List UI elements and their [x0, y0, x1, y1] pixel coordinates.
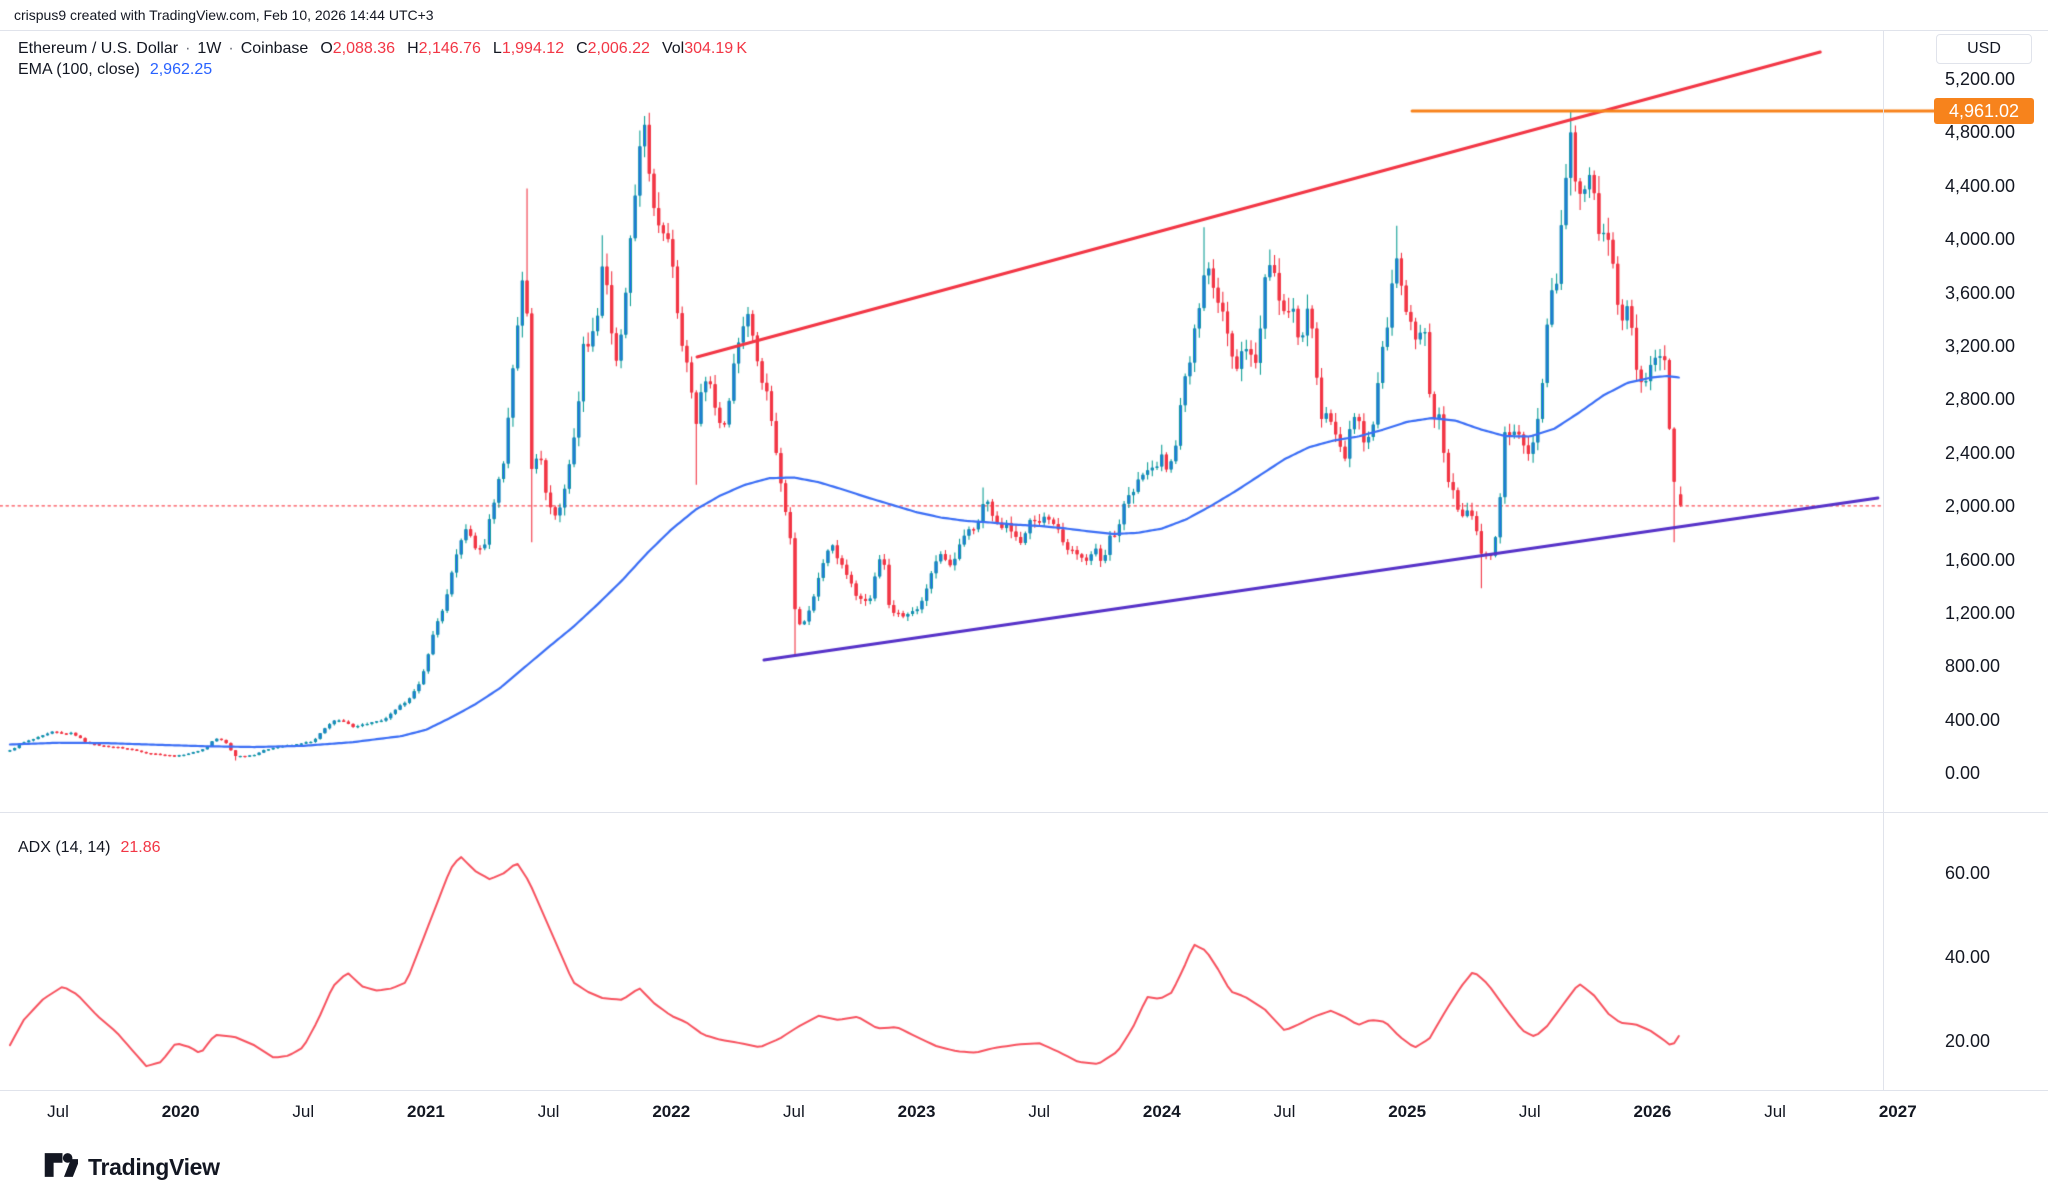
time-axis-month-label: Jul — [537, 1102, 560, 1121]
price-axis-tick: 4,400.00 — [1945, 175, 2016, 196]
interval-label[interactable]: 1W — [197, 39, 222, 57]
price-axis-tick: 4,800.00 — [1945, 122, 2016, 143]
time-axis-month-label: Jul — [47, 1102, 69, 1121]
pane-divider[interactable] — [0, 811, 2048, 814]
price-axis-tick: 2,800.00 — [1945, 389, 2016, 410]
time-axis-month-label: Jul — [1028, 1102, 1051, 1121]
time-axis-month-label: Jul — [783, 1102, 805, 1121]
adx-value: 21.86 — [120, 839, 161, 856]
time-axis-month-label: Jul — [1764, 1102, 1786, 1121]
adx-legend-row: ADX (14, 14) 21.86 — [18, 838, 161, 858]
time-axis-year-label: 2022 — [652, 1102, 691, 1121]
time-axis-divider — [0, 1090, 2048, 1091]
time-axis-year-label: 2024 — [1142, 1102, 1181, 1121]
ema-legend-row: EMA (100, close) 2,962.25 — [18, 59, 747, 80]
price-axis-tick: 3,600.00 — [1945, 282, 2016, 303]
price-axis-tick: 0.00 — [1945, 763, 1981, 784]
price-axis-tick: 4,000.00 — [1945, 229, 2016, 250]
ray-price-label: 4,961.02 — [1934, 98, 2034, 124]
time-axis-year-label: 2026 — [1633, 1102, 1672, 1121]
chart-legend: Ethereum / U.S. Dollar · 1W · Coinbase O… — [18, 38, 747, 80]
time-axis-year-label: 2025 — [1388, 1102, 1427, 1121]
header-divider — [0, 30, 2048, 31]
price-axis-tick: 2,400.00 — [1945, 442, 2016, 463]
time-axis-month-label: Jul — [1273, 1102, 1296, 1121]
time-axis-year-label: 2021 — [407, 1102, 445, 1121]
exchange-label[interactable]: Coinbase — [240, 39, 309, 57]
price-axis-tick: 2,000.00 — [1945, 496, 2016, 517]
legend-separator: · — [185, 39, 191, 57]
adx-indicator-label[interactable]: ADX (14, 14) — [18, 839, 111, 856]
ema-indicator-label[interactable]: EMA (100, close) — [18, 60, 140, 78]
symbol-title[interactable]: Ethereum / U.S. Dollar — [18, 39, 179, 57]
time-axis-month-label: Jul — [1518, 1102, 1541, 1121]
symbol-legend-row: Ethereum / U.S. Dollar · 1W · Coinbase O… — [18, 38, 747, 59]
price-axis-divider — [1883, 31, 1884, 1090]
price-axis-tick: 400.00 — [1945, 709, 2001, 730]
price-axis-tick: 800.00 — [1945, 656, 2001, 677]
price-axis-tick: 1,200.00 — [1945, 603, 2016, 623]
chart-attribution: crispus9 created with TradingView.com, F… — [14, 7, 434, 23]
adx-axis-tick: 60.00 — [1945, 863, 1991, 883]
ohlc-close: C2,006.22 — [576, 39, 650, 57]
price-axis-tick: 3,200.00 — [1945, 336, 2016, 356]
adx-axis-tick: 40.00 — [1945, 947, 1991, 967]
tradingview-wordmark: TradingView — [88, 1154, 220, 1180]
time-axis-year-label: 2020 — [161, 1102, 200, 1121]
currency-toggle-badge[interactable]: USD — [1936, 34, 2032, 64]
price-axis-tick: 1,600.00 — [1945, 549, 2016, 570]
tradingview-logo-icon — [44, 1152, 80, 1183]
adx-axis-tick: 20.00 — [1945, 1031, 1991, 1051]
time-axis-month-label: Jul — [292, 1102, 315, 1121]
ohlc-high: H2,146.76 — [407, 39, 481, 57]
ohlc-open: O2,088.36 — [320, 39, 396, 57]
tradingview-logo[interactable]: TradingView — [44, 1152, 220, 1183]
price-axis-tick: 5,200.00 — [1945, 69, 2016, 89]
time-axis-year-label: 2023 — [897, 1102, 936, 1121]
ohlc-low: L1,994.12 — [492, 39, 565, 57]
volume-readout: Vol304.19 K — [661, 39, 747, 57]
ema-value: 2,962.25 — [149, 60, 213, 78]
legend-separator: · — [228, 39, 234, 57]
time-axis-year-label: 2027 — [1878, 1102, 1917, 1121]
